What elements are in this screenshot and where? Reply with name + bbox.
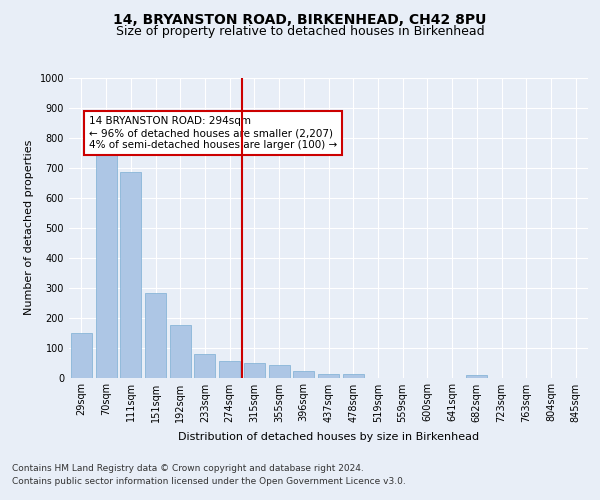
Bar — [293, 371, 314, 378]
Text: Contains HM Land Registry data © Crown copyright and database right 2024.: Contains HM Land Registry data © Crown c… — [12, 464, 364, 473]
Text: Size of property relative to detached houses in Birkenhead: Size of property relative to detached ho… — [116, 25, 484, 38]
Bar — [244, 362, 265, 378]
Bar — [219, 361, 240, 378]
Bar — [269, 365, 290, 378]
Bar — [466, 374, 487, 378]
Bar — [71, 332, 92, 378]
Y-axis label: Number of detached properties: Number of detached properties — [24, 140, 34, 315]
Bar — [145, 292, 166, 378]
Bar — [343, 374, 364, 378]
Text: Contains public sector information licensed under the Open Government Licence v3: Contains public sector information licen… — [12, 478, 406, 486]
Bar — [170, 325, 191, 378]
Bar — [194, 354, 215, 378]
Bar — [318, 374, 339, 378]
Text: 14, BRYANSTON ROAD, BIRKENHEAD, CH42 8PU: 14, BRYANSTON ROAD, BIRKENHEAD, CH42 8PU — [113, 12, 487, 26]
Text: 14 BRYANSTON ROAD: 294sqm
← 96% of detached houses are smaller (2,207)
4% of sem: 14 BRYANSTON ROAD: 294sqm ← 96% of detac… — [89, 116, 337, 150]
Bar — [95, 130, 116, 378]
Text: Distribution of detached houses by size in Birkenhead: Distribution of detached houses by size … — [178, 432, 479, 442]
Bar — [120, 172, 141, 378]
